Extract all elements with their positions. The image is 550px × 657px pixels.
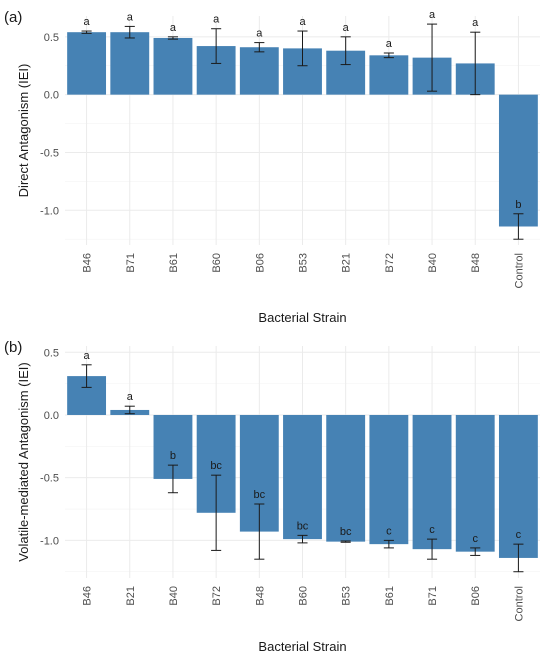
significance-letter: a	[84, 350, 91, 362]
significance-letter: a	[299, 16, 306, 28]
error-bar-B48	[254, 503, 265, 560]
significance-letter: a	[472, 17, 479, 29]
y-tick-label: -0.5	[40, 473, 59, 485]
error-bar-B71	[426, 538, 438, 560]
error-bar-B53	[297, 30, 308, 67]
error-bar-B60	[297, 534, 308, 544]
significance-letter: c	[516, 529, 522, 541]
chart-panel-b: a a b bc bc bc bc c c c c -1.0 -0.5 0.0 0.5 B46 B21 B40 B7…	[4, 339, 540, 654]
bar-B53	[326, 414, 366, 542]
y-tick-label: -1.0	[40, 535, 59, 547]
bar-B71	[110, 32, 150, 95]
significance-letter: b	[515, 199, 521, 211]
x-tick-label: Control	[513, 253, 525, 288]
error-bar-B46	[81, 364, 92, 388]
significance-letter: bc	[210, 460, 222, 472]
bar-B71	[412, 414, 452, 550]
error-bar-B72	[383, 52, 394, 59]
x-tick-label: B40	[168, 586, 180, 606]
error-bar-B61	[167, 36, 179, 40]
significance-letter: a	[429, 9, 436, 21]
x-axis-title: Bacterial Strain	[258, 310, 346, 325]
error-bar-B06	[254, 42, 265, 53]
x-tick-label: B72	[211, 586, 223, 606]
x-tick-label: B71	[125, 253, 137, 273]
error-bar-B21	[340, 36, 351, 66]
significance-letter: bc	[297, 520, 309, 532]
bar-B72	[369, 55, 409, 95]
significance-letter: c	[429, 524, 435, 536]
bar-Control	[498, 414, 538, 558]
y-tick-label: 0.5	[44, 32, 59, 44]
x-tick-label: B21	[341, 253, 353, 273]
y-tick-label: 0.5	[44, 347, 59, 359]
bar-B60	[283, 414, 322, 540]
y-tick-label: -1.0	[40, 205, 59, 217]
panel-label: (a)	[4, 9, 22, 26]
error-bar-B71	[124, 25, 135, 39]
significance-letter: a	[386, 38, 393, 50]
x-tick-label: B06	[254, 253, 266, 273]
bar-Control	[498, 94, 538, 227]
significance-letter: a	[127, 11, 134, 23]
significance-letter: a	[170, 22, 177, 34]
error-bar-B61	[383, 539, 394, 549]
bar-B61	[369, 414, 409, 545]
x-tick-label: B46	[82, 586, 94, 606]
error-bar-Control	[513, 213, 524, 240]
error-bar-B48	[470, 31, 481, 96]
x-tick-label: B61	[168, 253, 180, 273]
significance-letter: a	[343, 22, 350, 34]
significance-letter: b	[170, 450, 176, 462]
error-bar-B21	[124, 405, 135, 415]
x-tick-label: B71	[427, 586, 439, 606]
error-bar-B60	[211, 28, 222, 64]
bar-B06	[455, 414, 495, 552]
x-tick-label: B48	[470, 253, 482, 273]
x-tick-label: B46	[82, 253, 94, 273]
significance-letter: a	[84, 16, 91, 28]
significance-letter: a	[127, 391, 134, 403]
bar-B06	[239, 47, 279, 95]
chart-panel-a: a a a a a a a a a a b -1.0 -0.5 0.0 0.5 B46 B71 B61 B60 B06…	[4, 9, 540, 325]
significance-letter: bc	[254, 489, 266, 501]
x-tick-label: B06	[470, 586, 482, 606]
x-tick-label: B21	[125, 586, 137, 606]
y-axis-title: Volatile-mediated Antagonism (IEI)	[16, 362, 31, 561]
x-tick-label: B48	[254, 586, 266, 606]
x-tick-label: B61	[384, 586, 396, 606]
error-bar-B53	[340, 540, 351, 543]
bar-B61	[153, 37, 193, 95]
x-tick-label: B40	[427, 253, 439, 273]
x-tick-label: B53	[341, 586, 353, 606]
y-axis-title: Direct Antagonism (IEI)	[16, 64, 31, 198]
error-bar-Control	[513, 543, 524, 573]
panel-label: (b)	[4, 339, 22, 356]
error-bar-B06	[470, 547, 481, 556]
error-bar-B72	[211, 474, 222, 551]
y-tick-label: -0.5	[40, 147, 59, 159]
x-tick-label: B53	[298, 253, 310, 273]
significance-letter: c	[472, 533, 478, 545]
error-bar-B46	[81, 30, 92, 34]
x-tick-label: B72	[384, 253, 396, 273]
y-tick-label: 0.0	[44, 410, 59, 422]
x-tick-label: Control	[513, 586, 525, 621]
y-tick-label: 0.0	[44, 90, 59, 102]
x-tick-label: B60	[211, 253, 223, 273]
significance-letter: a	[256, 28, 263, 40]
significance-letter: bc	[340, 526, 352, 538]
error-bar-B40	[167, 464, 179, 494]
error-bar-B40	[426, 23, 438, 92]
significance-letter: c	[386, 525, 392, 537]
x-tick-label: B60	[298, 586, 310, 606]
significance-letter: a	[213, 14, 220, 26]
x-axis-title: Bacterial Strain	[258, 639, 346, 654]
bar-B46	[67, 32, 107, 95]
